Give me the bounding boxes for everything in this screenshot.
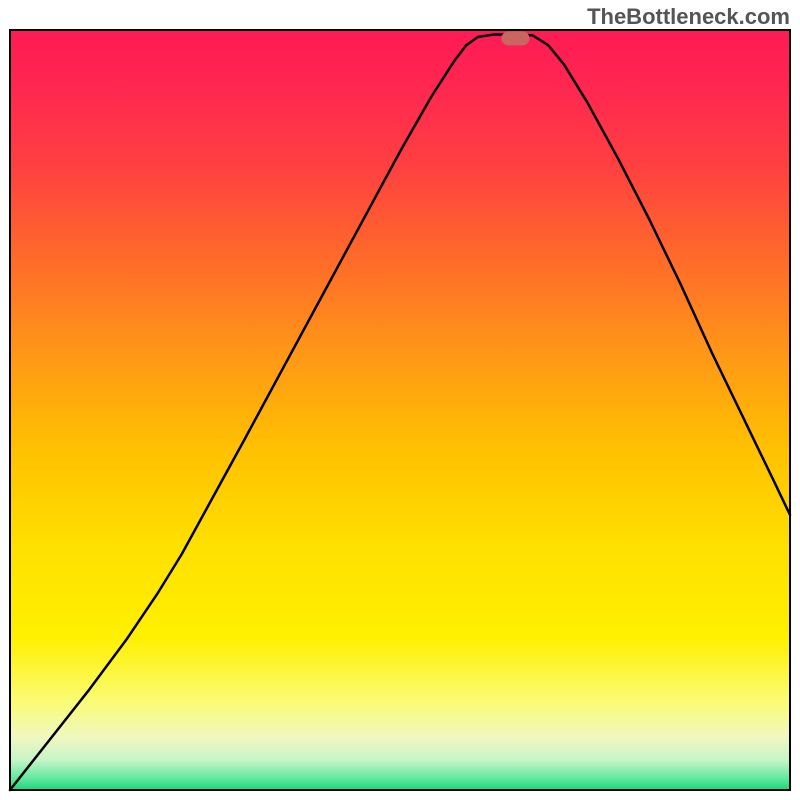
plot-background [10,30,790,790]
bottleneck-chart [0,0,800,800]
watermark-text: TheBottleneck.com [587,4,790,30]
chart-container: TheBottleneck.com [0,0,800,800]
optimal-point-marker [501,31,529,45]
